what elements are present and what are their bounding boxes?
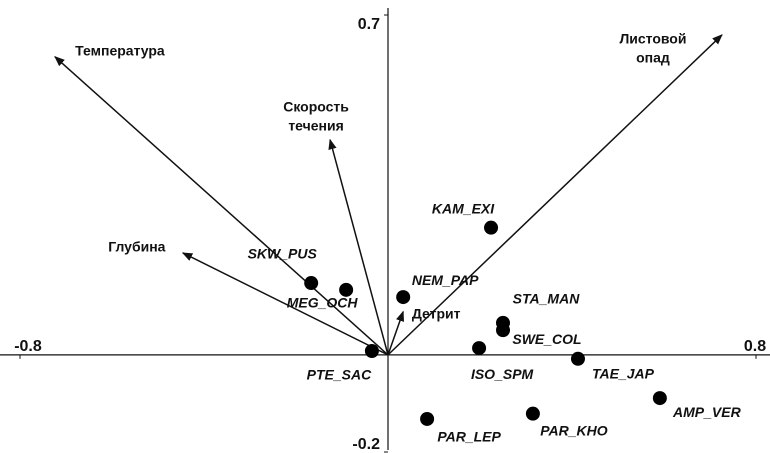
x-tick-label: 0.8 bbox=[744, 338, 766, 355]
site-point bbox=[525, 406, 540, 421]
vector-arrow bbox=[54, 56, 389, 356]
site-point bbox=[496, 323, 510, 338]
site-label: SWE_COL bbox=[512, 331, 581, 347]
vector-arrow bbox=[181, 252, 389, 356]
site-label: AMP_VER bbox=[672, 404, 742, 420]
site-label: SKW_PUS bbox=[248, 246, 318, 262]
site-point bbox=[570, 351, 585, 366]
site-label: PAR_LEP bbox=[437, 429, 501, 445]
vector-label: Скорость bbox=[283, 98, 349, 114]
site-point bbox=[484, 220, 499, 235]
vector-arrow bbox=[387, 310, 405, 356]
vector-label: Температура bbox=[75, 42, 165, 58]
vector-arrow bbox=[387, 34, 723, 356]
vector-label: течения bbox=[288, 117, 343, 133]
site-point bbox=[304, 276, 319, 291]
site-point bbox=[652, 391, 667, 406]
site-label: NEM_PAP bbox=[412, 272, 479, 288]
site-label: ISO_SPM bbox=[471, 366, 534, 382]
site-point bbox=[364, 344, 379, 359]
site-label: KAM_EXI bbox=[432, 200, 495, 216]
x-tick-label: -0.8 bbox=[14, 338, 42, 355]
site-point bbox=[396, 290, 411, 305]
site-label: PTE_SAC bbox=[307, 367, 372, 383]
vector-label: Листовой bbox=[619, 31, 686, 47]
site-label: PAR_KHO bbox=[540, 422, 608, 438]
vector-arrow bbox=[328, 138, 389, 356]
site-label: STA_MAN bbox=[513, 291, 581, 307]
site-label: TAE_JAP bbox=[592, 365, 655, 381]
y-tick-label: 0.7 bbox=[358, 16, 380, 33]
site-point bbox=[472, 341, 487, 356]
vector-label: опад bbox=[636, 50, 670, 66]
vector-label: Глубина bbox=[108, 239, 165, 255]
site-label: MEG_OCH bbox=[287, 295, 359, 311]
site-point bbox=[339, 282, 354, 297]
site-point bbox=[420, 411, 435, 426]
y-tick-label: -0.2 bbox=[352, 436, 380, 453]
vector-label: Детрит bbox=[412, 305, 461, 321]
